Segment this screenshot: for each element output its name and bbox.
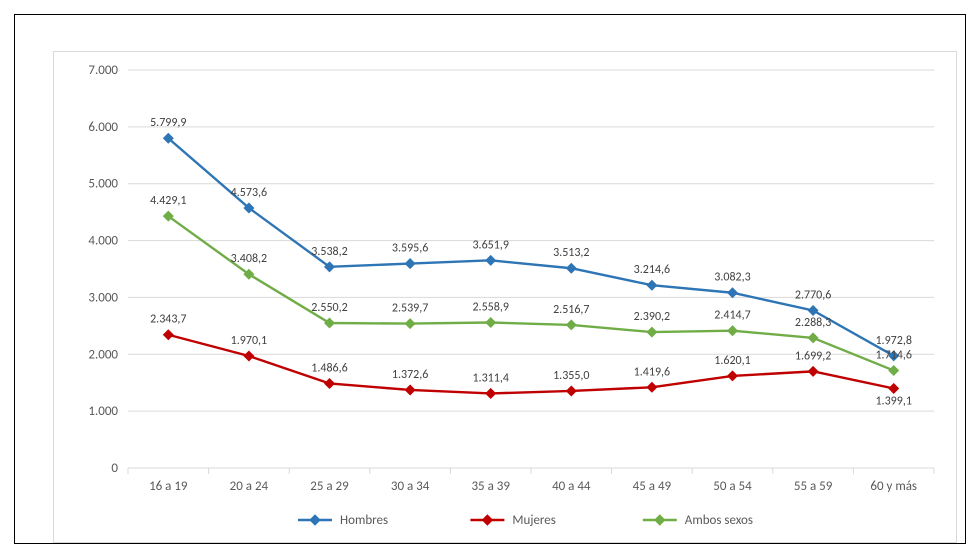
data-label: 1.311,4 <box>472 371 508 385</box>
legend-item: Hombres <box>298 513 388 528</box>
y-tick-label: 0 <box>111 461 118 476</box>
data-label: 2.539,7 <box>392 302 428 316</box>
data-label: 3.538,2 <box>311 245 347 259</box>
data-label: 2.390,2 <box>634 310 670 324</box>
data-label: 3.651,9 <box>472 238 508 252</box>
x-tick-label: 20 a 24 <box>230 479 269 494</box>
data-label: 2.343,7 <box>150 313 186 327</box>
legend-item: Mujeres <box>470 513 555 528</box>
data-label: 3.214,6 <box>634 263 670 277</box>
data-label: 2.414,7 <box>714 309 750 323</box>
data-label: 5.799,9 <box>150 116 186 130</box>
x-tick-label: 40 a 44 <box>552 479 591 494</box>
data-label: 1.399,1 <box>875 394 911 408</box>
data-label: 1.372,6 <box>392 368 428 382</box>
data-label: 2.770,6 <box>795 288 831 302</box>
series-line <box>168 216 893 370</box>
data-label: 3.513,2 <box>553 246 589 260</box>
legend-label: Ambos sexos <box>685 513 753 528</box>
y-tick-label: 7.000 <box>88 63 118 78</box>
chart-container: 0 1.000 2.000 3.000 4.000 5.000 6.000 7.000 16 a… <box>53 51 957 543</box>
y-tick-label: 4.000 <box>88 234 118 249</box>
y-tick-label: 2.000 <box>88 347 118 362</box>
line-chart: 0 1.000 2.000 3.000 4.000 5.000 6.000 7.000 16 a… <box>54 52 956 542</box>
series-line <box>168 335 893 394</box>
x-tick-label: 60 y más <box>870 479 917 494</box>
data-label: 2.558,9 <box>472 301 508 315</box>
data-label: 1.355,0 <box>553 369 589 383</box>
x-tick-label: 45 a 49 <box>633 479 672 494</box>
y-tick-label: 5.000 <box>88 177 118 192</box>
y-tick-label: 6.000 <box>88 120 118 135</box>
x-tick-label: 35 a 39 <box>471 479 510 494</box>
data-label: 1.620,1 <box>714 354 750 368</box>
data-label: 1.486,6 <box>311 361 347 375</box>
x-tick-label: 55 a 59 <box>794 479 833 494</box>
x-tick-label: 25 a 29 <box>310 479 349 494</box>
data-label: 2.550,2 <box>311 301 347 315</box>
data-label: 3.082,3 <box>714 271 750 285</box>
data-label: 2.516,7 <box>553 303 589 317</box>
y-tick-label: 1.000 <box>88 404 118 419</box>
legend: Hombres Mujeres Ambos sexos <box>298 513 753 528</box>
data-label: 1.972,8 <box>875 334 911 348</box>
data-label: 4.573,6 <box>231 186 267 200</box>
legend-label: Hombres <box>340 513 388 528</box>
y-tick-label: 3.000 <box>88 290 118 305</box>
x-tick-label: 30 a 34 <box>391 479 430 494</box>
data-label: 2.288,3 <box>795 316 831 330</box>
x-tick-label: 50 a 54 <box>713 479 752 494</box>
data-label: 1.714,6 <box>875 349 911 363</box>
legend-item: Ambos sexos <box>643 513 753 528</box>
data-label: 1.970,1 <box>231 334 267 348</box>
data-label: 3.408,2 <box>231 252 267 266</box>
data-label: 1.419,6 <box>634 365 670 379</box>
x-tick-label: 16 a 19 <box>149 479 188 494</box>
legend-label: Mujeres <box>512 513 555 528</box>
data-label: 4.429,1 <box>150 194 186 208</box>
data-label: 3.595,6 <box>392 242 428 256</box>
data-label: 1.699,2 <box>795 349 831 363</box>
outer-frame: 0 1.000 2.000 3.000 4.000 5.000 6.000 7.000 16 a… <box>14 14 966 544</box>
